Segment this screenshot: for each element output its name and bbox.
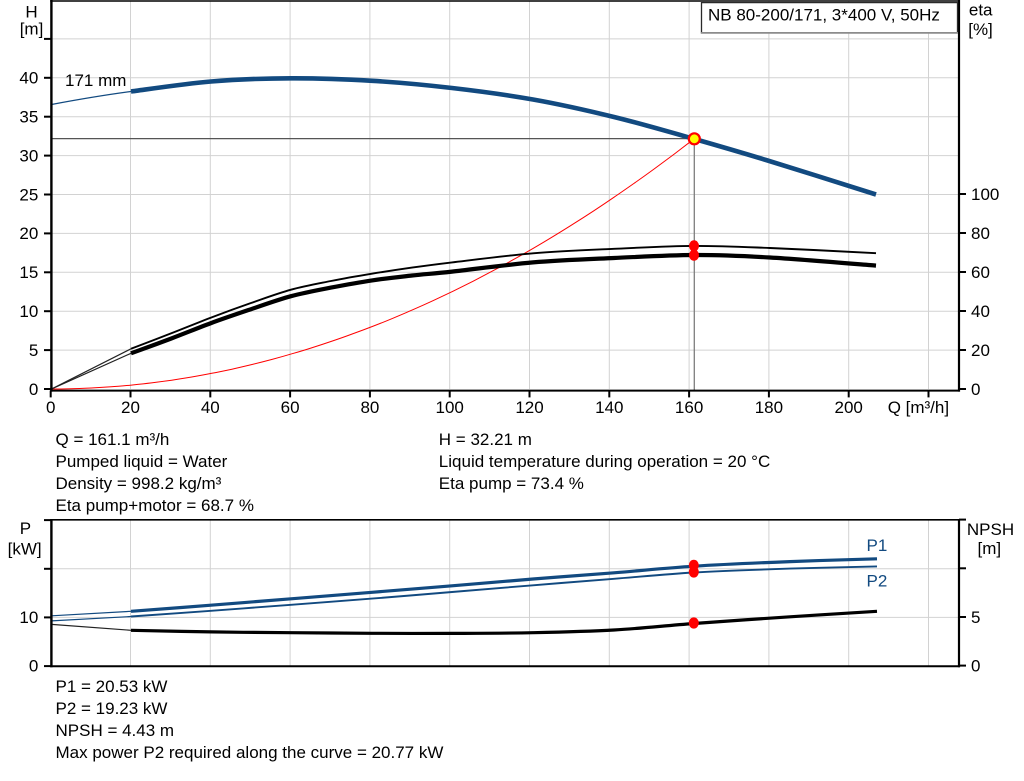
svg-text:Pumped liquid = Water: Pumped liquid = Water [56,452,228,471]
svg-text:160: 160 [675,398,703,417]
svg-text:NPSH = 4.43 m: NPSH = 4.43 m [56,721,175,740]
svg-text:Q = 161.1 m³/h: Q = 161.1 m³/h [56,430,170,449]
svg-text:20: 20 [121,398,140,417]
svg-text:100: 100 [436,398,464,417]
svg-text:NB 80-200/171, 3*400 V, 50Hz: NB 80-200/171, 3*400 V, 50Hz [708,6,940,25]
svg-text:15: 15 [19,263,38,282]
svg-text:P2: P2 [867,572,888,591]
svg-text:180: 180 [755,398,783,417]
svg-text:5: 5 [971,608,980,627]
svg-text:20: 20 [19,224,38,243]
svg-text:0: 0 [46,398,55,417]
svg-text:0: 0 [971,657,980,676]
svg-text:40: 40 [971,302,990,321]
svg-text:60: 60 [971,263,990,282]
svg-text:NPSH: NPSH [967,520,1014,539]
svg-text:H: H [25,3,37,22]
svg-text:Max power P2 required along th: Max power P2 required along the curve = … [56,743,444,762]
svg-text:[m]: [m] [20,20,44,39]
svg-text:10: 10 [19,302,38,321]
svg-text:[kW]: [kW] [8,539,42,558]
svg-text:eta: eta [969,0,993,19]
svg-text:P: P [20,519,31,538]
svg-text:171 mm: 171 mm [65,71,126,90]
svg-text:P1: P1 [867,536,888,555]
svg-text:120: 120 [515,398,543,417]
svg-text:P1 = 20.53 kW: P1 = 20.53 kW [56,677,168,696]
svg-text:80: 80 [971,224,990,243]
svg-text:Liquid temperature during oper: Liquid temperature during operation = 20… [439,452,770,471]
svg-text:0: 0 [29,657,38,676]
svg-text:Eta pump+motor = 68.7 %: Eta pump+motor = 68.7 % [56,496,254,515]
svg-text:30: 30 [19,146,38,165]
svg-text:Eta pump = 73.4 %: Eta pump = 73.4 % [439,474,584,493]
svg-text:80: 80 [360,398,379,417]
svg-text:20: 20 [971,341,990,360]
svg-text:0: 0 [29,380,38,399]
svg-text:Q [m³/h]: Q [m³/h] [888,398,949,417]
svg-text:[%]: [%] [968,20,993,39]
svg-text:40: 40 [201,398,220,417]
svg-text:140: 140 [595,398,623,417]
svg-text:0: 0 [971,380,980,399]
svg-text:10: 10 [19,608,38,627]
svg-text:H = 32.21 m: H = 32.21 m [439,430,532,449]
svg-text:40: 40 [19,69,38,88]
svg-text:[m]: [m] [977,539,1001,558]
svg-text:200: 200 [835,398,863,417]
svg-text:35: 35 [19,108,38,127]
svg-text:P2 = 19.23 kW: P2 = 19.23 kW [56,699,168,718]
svg-text:25: 25 [19,185,38,204]
svg-text:5: 5 [29,341,38,360]
svg-text:Density = 998.2 kg/m³: Density = 998.2 kg/m³ [56,474,222,493]
svg-text:100: 100 [971,185,999,204]
svg-text:60: 60 [281,398,300,417]
